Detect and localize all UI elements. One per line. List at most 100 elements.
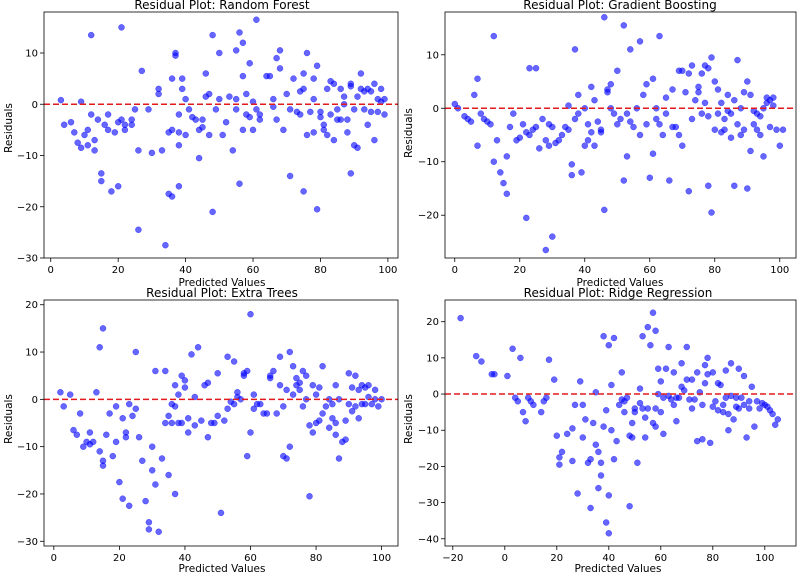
data-point — [344, 129, 351, 136]
data-point — [565, 102, 572, 109]
y-axis-label: Residuals — [403, 394, 415, 444]
data-point — [257, 400, 264, 408]
data-point — [119, 415, 126, 422]
data-point — [112, 403, 120, 410]
data-point — [595, 448, 602, 456]
data-point — [73, 431, 81, 439]
data-point — [718, 99, 725, 107]
data-point — [309, 429, 317, 436]
data-point — [774, 416, 782, 423]
data-point — [643, 121, 650, 128]
data-point — [737, 131, 745, 139]
data-point — [243, 90, 250, 98]
data-point — [165, 471, 172, 479]
data-point — [84, 142, 92, 149]
x-tick-label: 60 — [244, 553, 257, 564]
data-point — [727, 360, 735, 367]
x-axis-label: Predicted Values — [577, 277, 664, 289]
data-point — [698, 110, 706, 117]
x-tick-label: 100 — [755, 553, 774, 564]
data-point — [375, 403, 382, 410]
data-point — [519, 408, 527, 416]
y-tick-label: 0 — [433, 390, 439, 401]
x-tick-label: 100 — [378, 265, 397, 276]
data-point — [474, 142, 481, 149]
data-point — [273, 54, 280, 62]
data-point — [699, 436, 706, 443]
data-point — [103, 431, 110, 439]
data-point — [565, 126, 572, 133]
data-point — [192, 116, 199, 123]
data-point — [576, 378, 584, 385]
data-point — [532, 64, 540, 72]
data-point — [185, 106, 193, 113]
data-point — [575, 110, 582, 117]
data-point — [299, 367, 307, 375]
data-point — [708, 54, 715, 61]
data-point — [178, 419, 185, 427]
data-point — [332, 431, 339, 439]
data-point — [175, 111, 183, 118]
data-point — [135, 226, 142, 234]
data-point — [320, 121, 328, 129]
data-point — [722, 367, 730, 374]
data-point — [657, 408, 665, 416]
data-point — [367, 108, 375, 116]
data-point — [474, 75, 481, 83]
data-point — [614, 67, 621, 75]
data-point — [178, 85, 186, 93]
x-tick-label: 20 — [550, 553, 563, 564]
data-point — [740, 126, 748, 133]
data-point — [226, 93, 233, 100]
x-tick-label: 40 — [179, 553, 192, 564]
data-point — [532, 123, 540, 131]
data-point — [300, 188, 307, 195]
data-point — [132, 348, 140, 356]
data-point — [162, 241, 169, 249]
data-point — [171, 490, 179, 498]
data-point — [253, 16, 260, 23]
data-point — [162, 367, 169, 375]
data-point — [662, 94, 670, 101]
data-point — [597, 129, 605, 136]
data-point — [504, 372, 511, 380]
data-point — [246, 60, 253, 67]
data-point — [568, 171, 576, 179]
y-tick-label: 10 — [426, 50, 439, 61]
data-point — [601, 14, 608, 21]
data-point — [317, 108, 324, 116]
data-point — [57, 389, 64, 396]
data-point — [249, 126, 257, 134]
data-point — [740, 401, 748, 409]
x-tick-label: −20 — [442, 553, 463, 564]
data-point — [705, 64, 712, 72]
data-point — [751, 423, 758, 430]
x-tick-label: 40 — [578, 265, 591, 276]
data-point — [253, 106, 260, 113]
data-point — [312, 391, 320, 398]
data-point — [558, 448, 566, 456]
data-point — [747, 91, 754, 99]
data-point — [322, 403, 330, 410]
x-tick-label: 20 — [513, 265, 526, 276]
data-point — [711, 78, 719, 85]
data-point — [678, 360, 685, 367]
data-point — [162, 419, 169, 427]
data-point — [519, 121, 527, 128]
data-point — [745, 405, 753, 412]
data-point — [148, 149, 156, 157]
data-point — [302, 372, 310, 379]
data-point — [771, 421, 779, 429]
data-point — [451, 100, 459, 108]
data-point — [250, 405, 258, 413]
y-tick-label: −20 — [17, 489, 38, 500]
data-point — [626, 502, 633, 510]
data-point — [600, 332, 607, 340]
data-point — [539, 115, 546, 123]
plot-area: 0 20 40 60 80 100 −30 −20 −10 0 10 20 — [17, 299, 399, 564]
y-tick-label: −20 — [17, 202, 38, 213]
data-point — [517, 354, 524, 362]
data-point — [158, 147, 166, 154]
data-point — [303, 49, 311, 57]
data-point — [592, 441, 600, 448]
